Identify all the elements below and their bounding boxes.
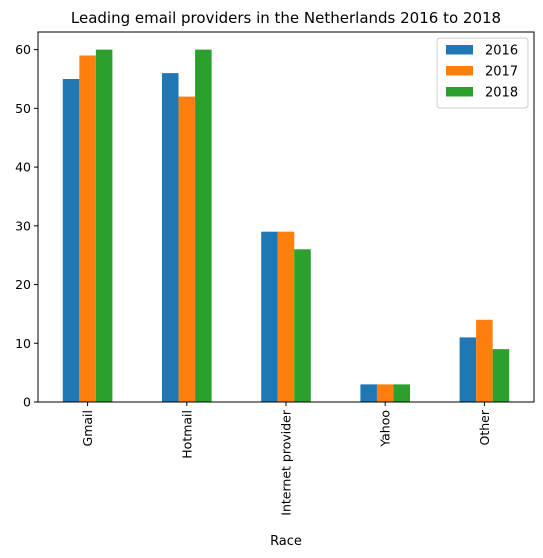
x-tick-label: Other — [477, 409, 492, 445]
y-axis: 0 10 20 30 40 50 60 — [15, 42, 38, 410]
bar-2018-internet-provider — [294, 249, 311, 402]
bar-2016-gmail — [62, 78, 80, 402]
bar-2017-other — [476, 319, 493, 402]
y-tick-label: 0 — [23, 395, 31, 410]
chart-title: Leading email providers in the Netherlan… — [71, 9, 501, 27]
y-tick-label: 20 — [15, 277, 31, 292]
bar-2018-other — [492, 349, 510, 402]
x-tick-label: Hotmail — [179, 410, 194, 459]
x-tick-label: Yahoo — [378, 410, 393, 448]
x-axis-label: Race — [270, 534, 302, 549]
x-axis: Gmail Hotmail Internet provider Yahoo Other — [80, 402, 492, 516]
bar-2017-internet-provider — [277, 231, 295, 402]
legend-label-2016: 2016 — [485, 44, 518, 59]
x-tick-label: Internet provider — [279, 409, 294, 516]
x-tick-label: Gmail — [80, 410, 95, 446]
bar-2017-yahoo — [376, 384, 394, 402]
bar-2017-gmail — [79, 55, 96, 402]
legend-swatch-2017 — [446, 66, 473, 76]
bar-2018-hotmail — [195, 49, 212, 402]
bar-2018-yahoo — [393, 384, 410, 402]
legend-swatch-2018 — [446, 87, 473, 97]
bar-2016-hotmail — [162, 73, 179, 402]
y-tick-label: 50 — [15, 101, 31, 116]
legend-label-2017: 2017 — [485, 65, 518, 80]
bar-2017-hotmail — [178, 96, 196, 402]
y-tick-label: 40 — [15, 160, 31, 175]
y-tick-label: 10 — [15, 336, 31, 351]
bar-2016-internet-provider — [261, 231, 278, 402]
legend: 2016 2017 2018 — [436, 37, 529, 109]
legend-swatch-2016 — [446, 45, 473, 55]
bars-layer — [62, 49, 510, 402]
legend-label-2018: 2018 — [485, 86, 518, 101]
y-tick-label: 60 — [15, 42, 31, 57]
bar-2018-gmail — [95, 49, 113, 402]
bar-2016-other — [459, 337, 477, 402]
plot-frame — [37, 31, 535, 403]
y-tick-label: 30 — [15, 218, 31, 233]
bar-2016-yahoo — [360, 384, 377, 402]
